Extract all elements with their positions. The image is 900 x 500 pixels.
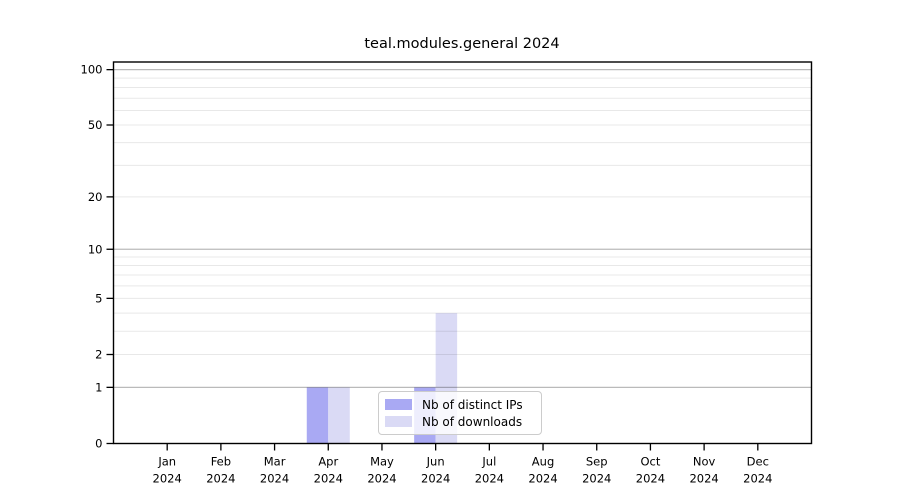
y-tick-label: 0 <box>95 437 102 451</box>
y-tick-label: 2 <box>95 348 102 362</box>
x-tick-label-year: 2024 <box>421 472 450 486</box>
bar-nb-of-distinct-ips-apr-2024 <box>306 387 329 444</box>
x-tick-label-month: May <box>370 455 394 469</box>
plot-border <box>112 61 813 445</box>
y-tick-label: 5 <box>95 291 102 305</box>
x-tick-label-month: Jun <box>426 455 445 469</box>
legend-swatch-downloads-icon <box>385 416 412 427</box>
y-tick-label: 50 <box>88 118 103 132</box>
x-tick-label-month: Apr <box>318 455 338 469</box>
x-tick-label-year: 2024 <box>153 472 182 486</box>
x-tick-label-month: Nov <box>693 455 716 469</box>
x-tick-label-year: 2024 <box>582 472 611 486</box>
y-tick-label: 1 <box>95 380 102 394</box>
y-tick-label: 10 <box>88 242 103 256</box>
x-tick-label-month: Jan <box>157 455 176 469</box>
x-tick-label-year: 2024 <box>475 472 504 486</box>
chart-title: teal.modules.general 2024 <box>364 36 560 52</box>
plot-background <box>113 62 812 444</box>
legend-item-downloads: Nb of downloads <box>385 414 533 429</box>
legend-item-distinct-ips: Nb of distinct IPs <box>385 397 533 412</box>
x-tick-label-year: 2024 <box>206 472 235 486</box>
x-tick-label-year: 2024 <box>260 472 289 486</box>
x-tick-label-month: Dec <box>747 455 769 469</box>
x-tick-label-month: Sep <box>586 455 608 469</box>
x-tick-label-month: Aug <box>532 455 554 469</box>
y-tick-label: 100 <box>81 63 103 77</box>
x-tick-label-month: Jul <box>481 455 496 469</box>
bar-nb-of-downloads-apr-2024 <box>328 387 350 444</box>
y-tick-label: 20 <box>88 190 103 204</box>
x-tick-label-year: 2024 <box>743 472 772 486</box>
x-tick-label-year: 2024 <box>367 472 396 486</box>
legend-label-downloads: Nb of downloads <box>422 414 523 429</box>
x-tick-label-year: 2024 <box>528 472 557 486</box>
x-tick-label-year: 2024 <box>689 472 718 486</box>
x-tick-label-year: 2024 <box>636 472 665 486</box>
x-tick-label-month: Mar <box>264 455 286 469</box>
legend-label-distinct-ips: Nb of distinct IPs <box>422 397 523 412</box>
x-tick-label-year: 2024 <box>314 472 343 486</box>
x-tick-label-month: Feb <box>211 455 231 469</box>
legend: Nb of distinct IPs Nb of downloads <box>378 391 542 435</box>
legend-swatch-distinct-ips-icon <box>385 399 412 410</box>
x-tick-label-month: Oct <box>640 455 660 469</box>
